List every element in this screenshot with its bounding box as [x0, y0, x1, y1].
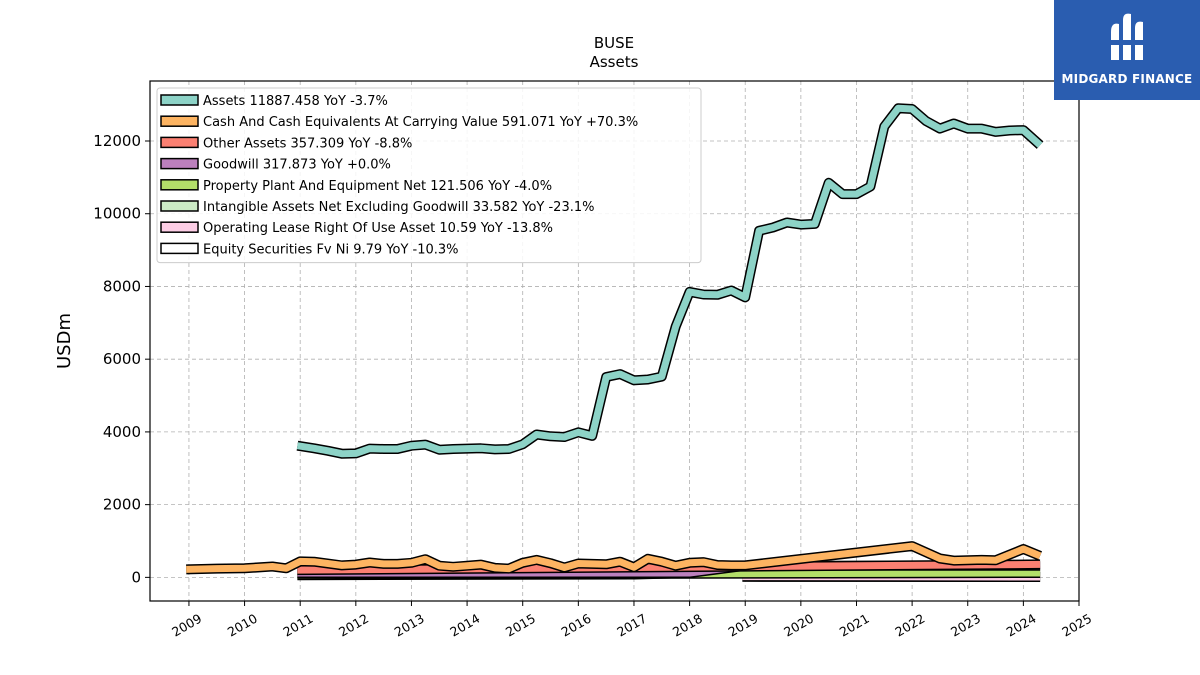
- y-axis-label: USDm: [54, 313, 75, 369]
- y-tick-label: 12000: [93, 132, 141, 150]
- series-0: [296, 103, 1044, 459]
- series-line: [296, 104, 1043, 458]
- y-tick-label: 0: [131, 568, 141, 586]
- x-tick-label: 2011: [280, 611, 315, 640]
- legend: Assets 11887.458 YoY -3.7% Cash And Cash …: [156, 87, 702, 264]
- legend-entry: Goodwill 317.873 YoY +0.0%: [203, 158, 391, 173]
- series-line: [186, 542, 1042, 573]
- brand-name: MIDGARD FINANCE: [1061, 72, 1193, 86]
- x-tick-label: 2019: [725, 611, 760, 640]
- brand-logo: MIDGARD FINANCE: [1054, 0, 1200, 100]
- x-tick-label: 2015: [503, 611, 538, 640]
- legend-entry: Operating Lease Right Of Use Asset 10.59…: [203, 221, 553, 236]
- x-tick-label: 2025: [1059, 611, 1094, 640]
- legend-swatch: [160, 221, 199, 233]
- x-tick-label: 2013: [392, 611, 427, 640]
- y-tick-label: 6000: [103, 350, 141, 368]
- legend-entry: Intangible Assets Net Excluding Goodwill…: [203, 200, 594, 215]
- legend-entry: Other Assets 357.309 YoY -8.8%: [203, 136, 412, 151]
- x-tick-label: 2020: [781, 611, 816, 640]
- series-1: [186, 541, 1043, 575]
- series-layer: [186, 103, 1044, 582]
- x-tick-label: 2024: [1004, 611, 1039, 640]
- y-tick-label: 4000: [103, 423, 141, 441]
- x-tick-label: 2018: [670, 611, 705, 640]
- x-tick-label: 2010: [225, 611, 260, 640]
- x-tick-label: 2012: [336, 611, 371, 640]
- legend-entry: Assets 11887.458 YoY -3.7%: [203, 94, 388, 109]
- brand-mark-icon: [1111, 13, 1143, 61]
- legend-swatch: [160, 200, 199, 212]
- x-tick-label: 2017: [614, 611, 649, 640]
- legend-swatch: [160, 136, 199, 149]
- x-tick-label: 2016: [559, 611, 594, 640]
- legend-entry: Property Plant And Equipment Net 121.506…: [203, 179, 552, 194]
- plot-frame: [149, 80, 1080, 602]
- legend-swatch: [160, 115, 199, 127]
- legend-entry: Equity Securities Fv Ni 9.79 YoY -10.3%: [203, 242, 459, 257]
- legend-swatch: [160, 242, 199, 255]
- x-axis: 2009 2010 2011 2012 2013 2014 2015 2016 2017 2018…: [169, 601, 1094, 640]
- x-tick-label: 2022: [892, 611, 927, 640]
- legend-swatch: [160, 94, 199, 106]
- x-tick-label: 2021: [837, 611, 872, 640]
- legend-entry: Cash And Cash Equivalents At Carrying Va…: [203, 115, 638, 130]
- legend-swatch: [160, 157, 199, 170]
- x-tick-label: 2014: [447, 611, 482, 640]
- legend-box: [156, 87, 702, 264]
- y-tick-label: 2000: [103, 496, 141, 514]
- x-tick-label: 2023: [948, 611, 983, 640]
- chart-subtitle: Assets: [590, 53, 639, 71]
- y-axis: 0 2000 4000 6000 8000 10000 12000: [93, 132, 150, 586]
- y-tick-label: 8000: [103, 277, 141, 295]
- x-tick-label: 2009: [169, 611, 204, 640]
- legend-swatch: [160, 179, 199, 191]
- y-tick-label: 10000: [93, 205, 141, 223]
- chart-title: BUSE: [594, 34, 634, 52]
